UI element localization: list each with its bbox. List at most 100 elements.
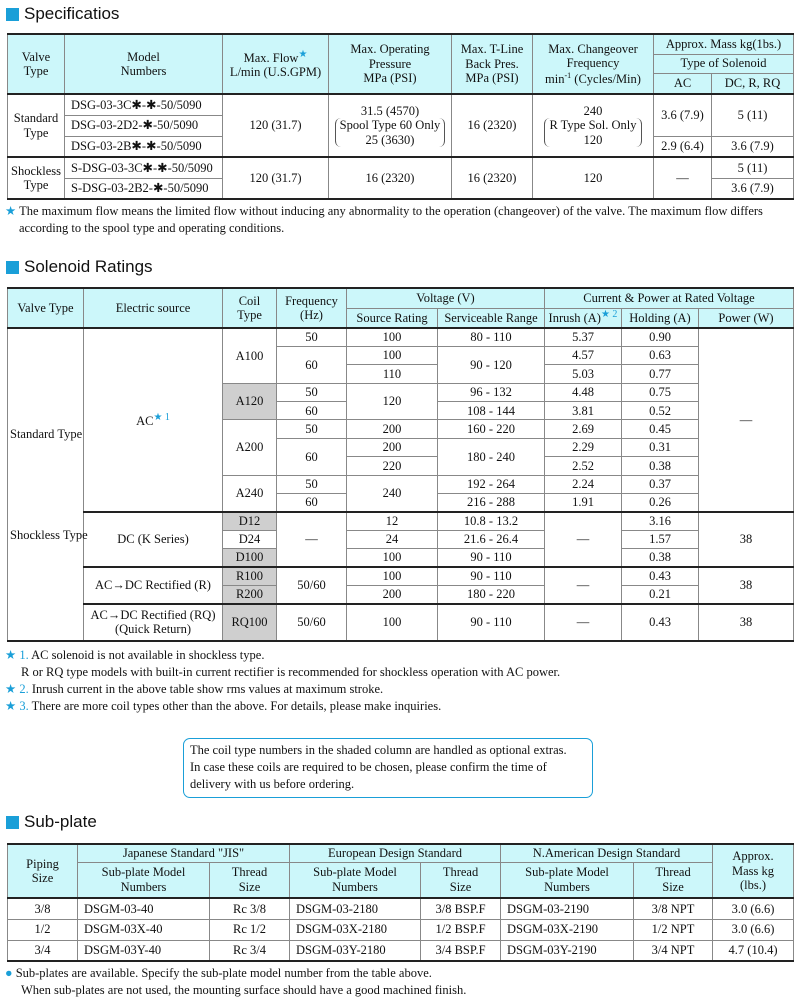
table-row: 60 200 180 - 240 2.29 0.31 <box>8 437 794 476</box>
holding-current: 0.43 <box>621 602 699 642</box>
serviceable-range: 108 - 144 <box>437 401 545 421</box>
model-number: S-DSG-03-3C✱-✱-50/5090 <box>64 156 223 179</box>
serviceable-range: 80 - 110 <box>437 327 545 347</box>
subplate-nat: 3/8 NPT <box>633 897 714 920</box>
table-row: D24 24 21.6 - 26.4 1.57 <box>8 529 794 550</box>
source-rating: 220 <box>346 456 438 476</box>
section-title-subplate: Sub-plate <box>6 812 97 832</box>
bullet-circle-icon: ● <box>5 966 13 980</box>
coil-type: A120 <box>222 382 277 421</box>
serviceable-range: 192 - 264 <box>437 474 545 495</box>
holding-current: 0.43 <box>621 566 699 586</box>
mass-ac: 2.9 (6.4) <box>653 135 712 158</box>
section-square-icon <box>6 7 19 21</box>
coil-type: R100 <box>222 566 277 586</box>
header-electric-source: Electric source <box>83 287 223 329</box>
table-row: 3/4 DSGM-03Y-40 Rc 3/4 DSGM-03Y-2180 3/4 BSP… <box>7 939 795 962</box>
header-frequency: Max. Changeover Frequency min-1 (Cycles/Mi… <box>532 33 654 95</box>
holding-current: 0.90 <box>621 327 699 347</box>
table-row: A240 50 240 192 - 264 2.24 0.37 <box>8 474 794 513</box>
header-mass: Approx. Mass kg(1bs.) <box>653 33 794 55</box>
section-title-specifications: Specificatios <box>6 4 119 24</box>
frequency: 50 <box>276 419 347 439</box>
mass-ac: 3.6 (7.9) <box>653 93 712 137</box>
subplate-na: DSGM-03Y-2190 <box>500 939 635 962</box>
header-source-rating: Source Rating <box>346 307 438 329</box>
power: 38 <box>698 602 794 642</box>
footnote-1-continued: R or RQ type models with built-in curren… <box>21 665 561 679</box>
table-row: 60 216 - 288 1.91 0.26 <box>8 493 794 513</box>
header-n-american: N.American Design Standard <box>500 843 714 863</box>
subplate-eut: 3/8 BSP.F <box>420 897 502 920</box>
subplate-size: 3/4 <box>7 939 78 962</box>
section-square-icon <box>6 815 19 829</box>
subplate-jis: DSGM-03X-40 <box>77 918 210 941</box>
coil-type: A100 <box>222 327 277 384</box>
header-flow: Max. Flow★ L/min (U.S.GPM) <box>222 33 329 95</box>
header-dc: DC, R, RQ <box>711 72 794 95</box>
source-rating: 12 <box>346 510 438 531</box>
header-coil-type: Coil Type <box>222 287 277 329</box>
frequency: 60 <box>276 493 347 513</box>
subplate-mass: 4.7 (10.4) <box>712 939 795 962</box>
inrush-current: 2.52 <box>544 456 622 476</box>
subplate-size: 3/8 <box>7 897 78 920</box>
holding-current: 3.16 <box>621 510 699 531</box>
max-flow: 120 (31.7) <box>222 93 329 158</box>
frequency: 50/60 <box>276 566 347 605</box>
header-valve-type: Valve Type <box>7 33 65 95</box>
max-flow: 120 (31.7) <box>222 156 329 200</box>
subplate-eut: 3/4 BSP.F <box>420 939 502 962</box>
coil-type: R200 <box>222 584 277 605</box>
subplate-notes: ● Sub-plates are available. Specify the … <box>5 966 467 997</box>
header-frequency: Frequency (Hz) <box>276 287 347 329</box>
electric-source-ac: AC★ 1 <box>83 327 223 513</box>
solenoid-footnotes: ★ 1. AC solenoid is not available in sho… <box>5 647 795 715</box>
coil-type: RQ100 <box>222 602 277 642</box>
frequency: 60 <box>276 401 347 421</box>
solenoid-ratings-table: Valve Type Electric source Coil Type Freque… <box>7 287 794 642</box>
table-row: A120 50 120 96 - 132 4.48 0.75 <box>8 382 794 421</box>
serviceable-range: 216 - 288 <box>437 493 545 513</box>
electric-source-dc: DC (K Series) <box>83 510 223 568</box>
header-voltage: Voltage (V) <box>346 287 545 309</box>
source-rating: 200 <box>346 437 438 458</box>
footnote-2: ★ 2. Inrush current in the above table s… <box>5 682 384 696</box>
holding-current: 0.52 <box>621 401 699 421</box>
inrush-current: 1.91 <box>544 493 622 513</box>
subplate-jis: DSGM-03-40 <box>77 897 210 920</box>
holding-current: 0.75 <box>621 382 699 403</box>
shaded-coil-notice: The coil type numbers in the shaded colu… <box>183 738 593 798</box>
mass-dc: 5 (11) <box>711 156 794 179</box>
frequency: 50 <box>276 474 347 495</box>
star-icon: ★ <box>298 48 308 60</box>
table-row: AC→DC Rectified (RQ) (Quick Return) RQ100 5… <box>8 602 794 642</box>
serviceable-range: 160 - 220 <box>437 419 545 439</box>
serviceable-range: 90 - 120 <box>437 345 545 384</box>
holding-current: 0.38 <box>621 548 699 568</box>
max-pressure: 31.5 (4570) Spool Type 60 Only 25 (3630) <box>328 93 452 158</box>
source-rating: 100 <box>346 548 438 568</box>
inrush-current: 5.03 <box>544 364 622 384</box>
changeover-frequency: 120 <box>532 156 654 200</box>
changeover-frequency: 240 R Type Sol. Only 120 <box>532 93 654 158</box>
source-rating: 100 <box>346 327 438 347</box>
source-rating: 100 <box>346 345 438 366</box>
inrush-current: 3.81 <box>544 401 622 421</box>
power: 38 <box>698 510 794 568</box>
header-na-thread: Thread Size <box>633 861 714 899</box>
subplate-nat: 1/2 NPT <box>633 918 714 941</box>
mass-dc: 5 (11) <box>711 93 794 137</box>
header-tline: Max. T-Line Back Pres. MPa (PSI) <box>451 33 533 95</box>
specifications-table: Valve Type Model Numbers Max. Flow★ L/min… <box>7 33 794 200</box>
header-holding: Holding (A) <box>621 307 699 329</box>
mass-dc: 3.6 (7.9) <box>711 177 794 200</box>
mass-ac: — <box>653 156 712 200</box>
table-row: Standard Type Shockless Type AC★ 1 A100 50 10… <box>7 327 794 641</box>
frequency: — <box>276 510 347 568</box>
subplate-jist: Rc 3/8 <box>208 897 291 920</box>
coil-type: D12 <box>222 510 277 531</box>
holding-current: 0.45 <box>621 419 699 439</box>
source-rating: 200 <box>346 584 438 605</box>
model-number: S-DSG-03-2B2-✱-50/5090 <box>64 177 223 200</box>
